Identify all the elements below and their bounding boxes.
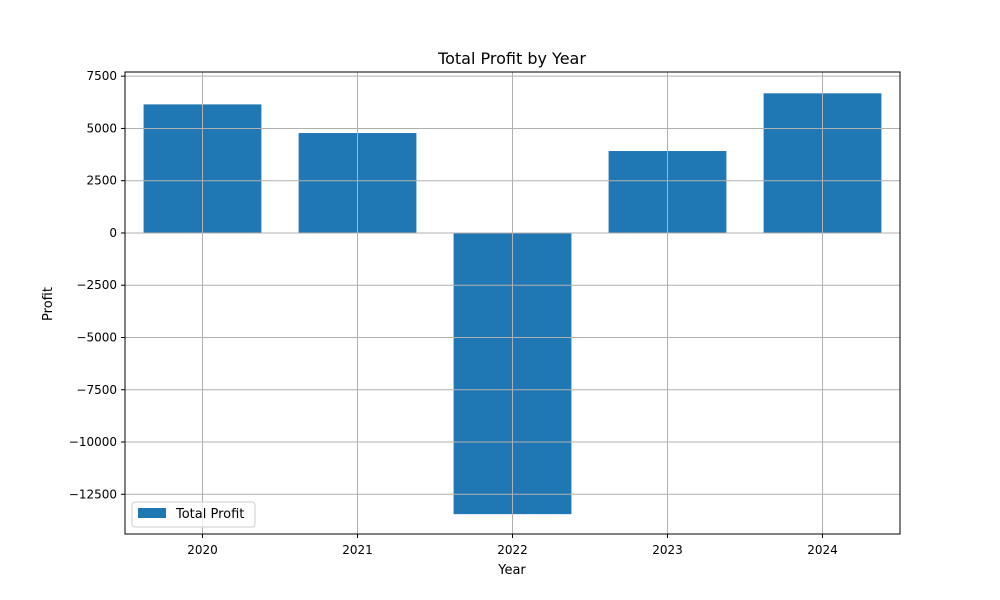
y-tick-label: −10000 [69, 435, 117, 449]
y-tick-label: −12500 [69, 487, 117, 501]
y-tick-label: −7500 [76, 383, 117, 397]
y-tick-label: 0 [109, 226, 117, 240]
legend-label: Total Profit [175, 507, 244, 522]
x-axis-label: Year [497, 563, 526, 578]
chart-title: Total Profit by Year [437, 49, 586, 68]
y-tick-label: 7500 [86, 69, 117, 83]
x-axis-ticks: 2020 2021 2022 2023 2024 [187, 534, 838, 557]
y-tick-label: 2500 [86, 174, 117, 188]
x-tick-label: 2023 [652, 543, 683, 557]
y-tick-label: −2500 [76, 278, 117, 292]
x-tick-label: 2021 [342, 543, 373, 557]
y-axis-ticks: −12500 −10000 −7500 −5000 −2500 0 2500 5000 7500 [69, 69, 125, 501]
x-tick-label: 2022 [497, 543, 528, 557]
x-tick-label: 2024 [807, 543, 838, 557]
y-tick-label: −5000 [76, 330, 117, 344]
y-tick-label: 5000 [86, 121, 117, 135]
legend: Total Profit [131, 501, 256, 528]
grid-lines [125, 72, 900, 534]
legend-swatch [138, 508, 166, 518]
x-tick-label: 2020 [187, 543, 218, 557]
y-axis-label: Profit [41, 287, 56, 321]
